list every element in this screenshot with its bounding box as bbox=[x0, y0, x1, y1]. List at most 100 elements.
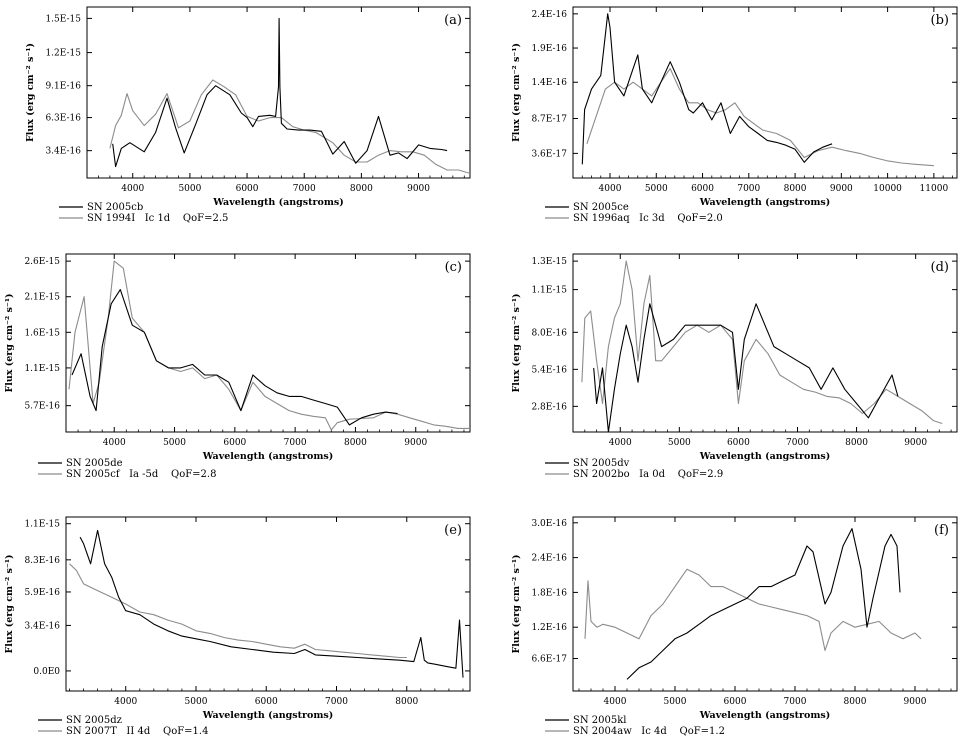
y-tick-label: 6.3E-16 bbox=[45, 114, 81, 124]
y-axis-label: Flux (erg cm⁻² s⁻¹) bbox=[4, 554, 15, 653]
x-tick-label: 9000 bbox=[404, 438, 427, 448]
x-tick-label: 6000 bbox=[724, 697, 747, 707]
y-tick-label: 2.4E-16 bbox=[531, 554, 567, 564]
x-tick-label: 5000 bbox=[645, 184, 668, 194]
chart-panel: 4000 5000 6000 7000 8000 9000 3.4E-16 6.3E-16 9.… bbox=[25, 6, 471, 224]
chart-panel: 4000 5000 6000 7000 8000 9000 5.7E-16 1.1E-15 1.… bbox=[4, 253, 471, 480]
series-line bbox=[581, 260, 943, 425]
series-line bbox=[586, 68, 934, 167]
x-tick-label: 6000 bbox=[223, 438, 246, 448]
y-axis-label: Flux (erg cm⁻² s⁻¹) bbox=[511, 43, 522, 142]
legend-entry: SN 2004aw Ic 4d QoF=1.2 bbox=[573, 726, 725, 737]
x-tick-label: 4000 bbox=[103, 438, 126, 448]
chart-panel: 4000 5000 6000 7000 8000 9000 10000 11000 3.6E-1… bbox=[511, 6, 958, 224]
series-line bbox=[69, 563, 407, 659]
series-line bbox=[71, 289, 398, 426]
panel-label: (f) bbox=[934, 523, 949, 538]
y-axis-label: Flux (erg cm⁻² s⁻¹) bbox=[4, 293, 15, 392]
y-tick-label: 2.1E-15 bbox=[24, 293, 60, 303]
y-tick-label: 1.9E-16 bbox=[531, 44, 567, 54]
x-tick-label: 7000 bbox=[784, 697, 807, 707]
x-tick-label: 5000 bbox=[664, 697, 687, 707]
x-tick-label: 7000 bbox=[284, 438, 307, 448]
y-tick-label: 1.8E-16 bbox=[531, 588, 567, 598]
series-line bbox=[68, 260, 470, 431]
x-tick-label: 10000 bbox=[873, 184, 902, 194]
x-tick-label: 4000 bbox=[114, 697, 137, 707]
series-line bbox=[581, 13, 833, 165]
panel-label: (b) bbox=[931, 13, 949, 28]
x-tick-label: 7000 bbox=[737, 184, 760, 194]
series-line bbox=[593, 303, 899, 432]
x-tick-label: 8000 bbox=[344, 438, 367, 448]
y-tick-label: 3.0E-16 bbox=[531, 519, 567, 529]
x-axis-label: Wavelength (angstroms) bbox=[699, 710, 831, 721]
x-tick-label: 5000 bbox=[668, 438, 691, 448]
y-tick-label: 1.1E-15 bbox=[24, 364, 60, 374]
x-tick-label: 8000 bbox=[784, 184, 807, 194]
y-tick-label: 1.3E-15 bbox=[531, 257, 567, 267]
x-tick-label: 4000 bbox=[604, 697, 627, 707]
x-tick-label: 7000 bbox=[293, 184, 316, 194]
plot-frame bbox=[572, 6, 958, 179]
x-tick-label: 7000 bbox=[325, 697, 348, 707]
x-tick-label: 5000 bbox=[178, 184, 201, 194]
panel-label: (e) bbox=[444, 523, 462, 538]
x-tick-label: 8000 bbox=[350, 184, 373, 194]
chart-panel: 4000 5000 6000 7000 8000 0.0E0 3.4E-16 5.9E-16 8… bbox=[4, 516, 471, 737]
plot-frame bbox=[572, 253, 958, 433]
y-tick-label: 2.4E-16 bbox=[531, 10, 567, 20]
y-tick-label: 8.7E-17 bbox=[531, 114, 567, 124]
legend-entry: SN 2005dz bbox=[66, 715, 122, 726]
x-tick-label: 4000 bbox=[599, 184, 622, 194]
legend-entry: SN 1996aq Ic 3d QoF=2.0 bbox=[573, 213, 723, 224]
x-axis-label: Wavelength (angstroms) bbox=[699, 197, 831, 208]
legend-entry: SN 2005ce bbox=[573, 202, 629, 213]
y-axis-label: Flux (erg cm⁻² s⁻¹) bbox=[511, 293, 522, 392]
y-tick-label: 5.7E-16 bbox=[24, 402, 60, 412]
x-tick-label: 7000 bbox=[786, 438, 809, 448]
legend-entry: SN 2005dv bbox=[573, 458, 630, 469]
legend-entry: SN 2005cb bbox=[87, 202, 143, 213]
legend-entry: SN 2005kl bbox=[573, 715, 627, 726]
y-tick-label: 9.1E-16 bbox=[45, 82, 81, 92]
x-tick-label: 8000 bbox=[844, 697, 867, 707]
x-axis-label: Wavelength (angstroms) bbox=[212, 197, 344, 208]
x-tick-label: 9000 bbox=[830, 184, 853, 194]
legend-entry: SN 1994I Ic 1d QoF=2.5 bbox=[87, 213, 228, 224]
x-tick-label: 4000 bbox=[609, 438, 632, 448]
x-axis-label: Wavelength (angstroms) bbox=[202, 710, 334, 721]
x-tick-label: 6000 bbox=[255, 697, 278, 707]
y-axis-label: Flux (erg cm⁻² s⁻¹) bbox=[511, 554, 522, 653]
plot-frame bbox=[65, 253, 471, 433]
x-tick-label: 5000 bbox=[185, 697, 208, 707]
x-axis-label: Wavelength (angstroms) bbox=[699, 451, 831, 462]
y-axis-label: Flux (erg cm⁻² s⁻¹) bbox=[25, 43, 36, 142]
panel-label: (d) bbox=[931, 260, 949, 275]
x-tick-label: 9000 bbox=[407, 184, 430, 194]
y-tick-label: 1.4E-16 bbox=[531, 78, 567, 88]
panel-label: (a) bbox=[444, 13, 462, 28]
y-tick-label: 3.4E-16 bbox=[45, 147, 81, 157]
x-tick-label: 5000 bbox=[163, 438, 186, 448]
y-tick-label: 8.3E-16 bbox=[24, 556, 60, 566]
series-line bbox=[626, 528, 901, 680]
x-tick-label: 9000 bbox=[904, 438, 927, 448]
panel-label: (c) bbox=[445, 260, 462, 275]
x-tick-label: 9000 bbox=[904, 697, 927, 707]
chart-panel: 4000 5000 6000 7000 8000 9000 6.6E-17 1.2E-16 1.… bbox=[511, 516, 958, 737]
x-tick-label: 8000 bbox=[395, 697, 418, 707]
plot-frame bbox=[65, 516, 471, 692]
legend-entry: SN 2005de bbox=[66, 458, 123, 469]
legend-entry: SN 2007T II 4d QoF=1.4 bbox=[66, 726, 208, 737]
x-tick-label: 11000 bbox=[920, 184, 949, 194]
y-tick-label: 1.6E-15 bbox=[24, 328, 60, 338]
y-tick-label: 1.1E-15 bbox=[531, 286, 567, 296]
y-tick-label: 6.6E-17 bbox=[531, 655, 567, 665]
x-tick-label: 6000 bbox=[691, 184, 714, 194]
series-line bbox=[112, 17, 448, 168]
y-tick-label: 2.8E-16 bbox=[531, 402, 567, 412]
y-tick-label: 3.4E-16 bbox=[24, 621, 60, 631]
plot-frame bbox=[572, 516, 958, 692]
